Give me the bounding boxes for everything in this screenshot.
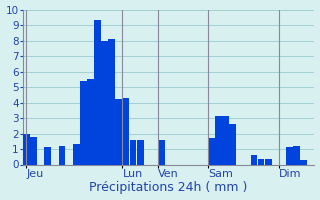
Bar	[87, 79, 94, 164]
Bar	[251, 155, 257, 164]
Bar	[123, 98, 129, 164]
Bar	[258, 159, 265, 164]
Bar	[137, 140, 144, 164]
Bar	[23, 134, 30, 164]
Bar	[286, 147, 293, 164]
Bar	[130, 140, 136, 164]
Bar	[59, 146, 65, 164]
Bar	[158, 140, 165, 164]
X-axis label: Précipitations 24h ( mm ): Précipitations 24h ( mm )	[90, 181, 248, 194]
Bar	[293, 146, 300, 164]
Bar	[116, 99, 122, 164]
Bar	[265, 159, 272, 164]
Bar	[300, 160, 307, 164]
Bar	[208, 138, 215, 164]
Bar	[73, 144, 80, 164]
Bar	[94, 20, 101, 164]
Bar	[222, 116, 229, 164]
Bar	[30, 137, 37, 164]
Bar	[108, 39, 115, 164]
Bar	[44, 147, 51, 164]
Bar	[101, 41, 108, 164]
Bar	[215, 116, 222, 164]
Bar	[229, 124, 236, 164]
Bar	[80, 81, 87, 164]
